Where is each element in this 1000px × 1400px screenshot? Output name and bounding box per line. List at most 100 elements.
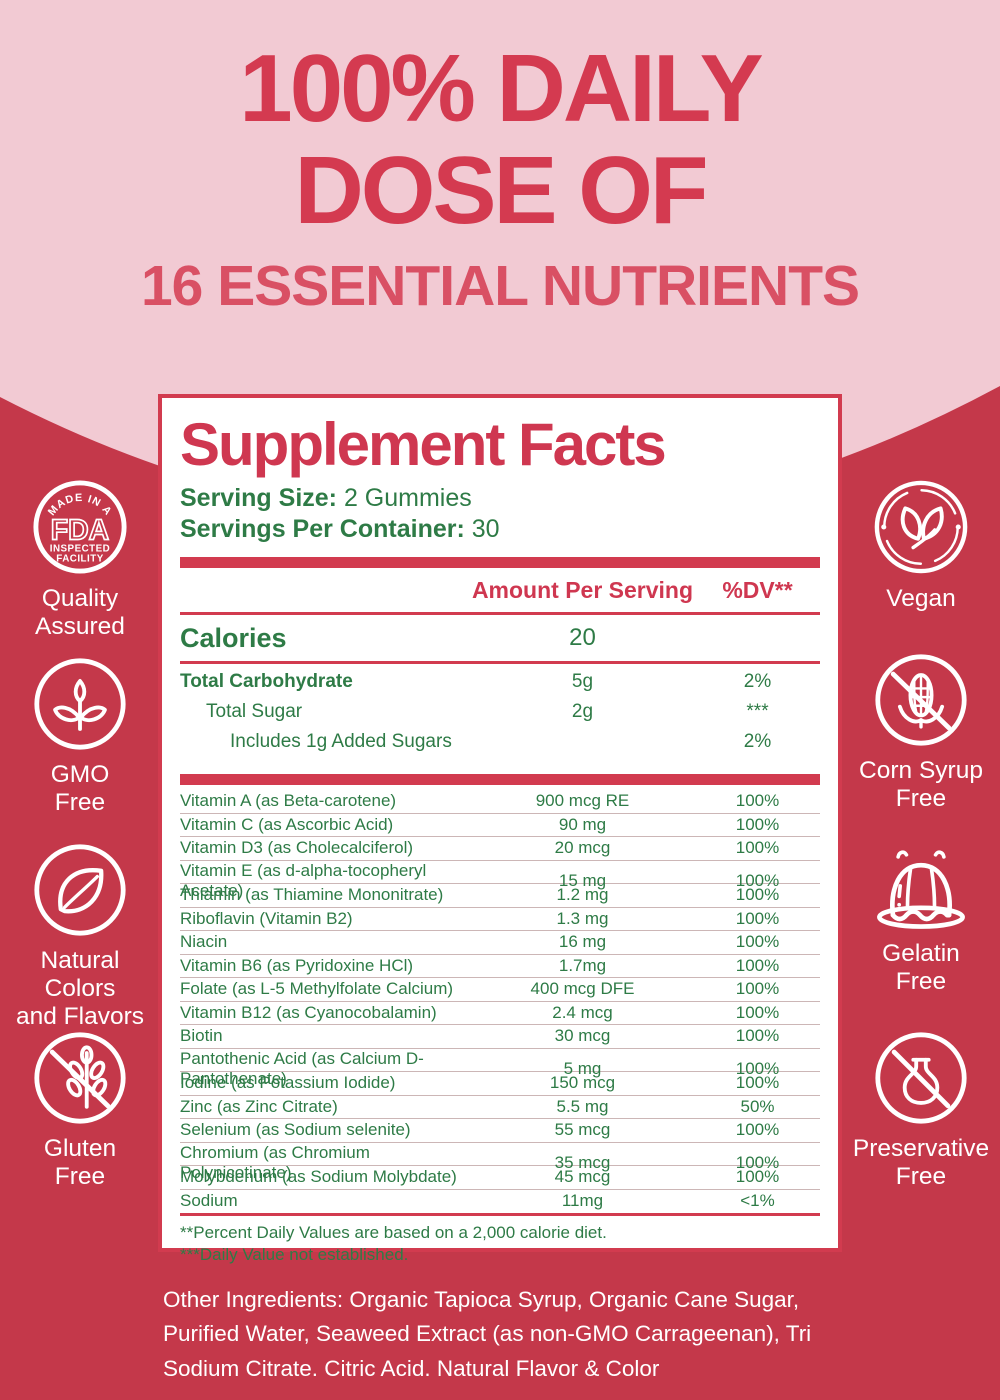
- hero-title-line1: 100% DAILY: [239, 35, 763, 142]
- calories-value: 20: [569, 624, 596, 652]
- nutrient-amount: 150 mcg: [549, 1073, 616, 1093]
- nutrient-name: Riboflavin (Vitamin B2): [180, 908, 353, 928]
- table-row: Molybdenum (as Sodium Molybdate) 45 mcg 10…: [180, 1166, 820, 1190]
- nutrient-amount: 2.4 mcg: [552, 1002, 613, 1022]
- nutrient-dv: 100%: [735, 1152, 780, 1172]
- badge-label: Vegan: [886, 585, 956, 612]
- calories-label: Calories: [180, 622, 287, 653]
- badge-label: Preservative Free: [852, 1135, 990, 1190]
- serving-size-line: Serving Size: 2 Gummies: [180, 483, 820, 514]
- jelly-icon: [869, 842, 973, 931]
- table-header-row: Amount Per Serving %DV**: [180, 568, 820, 612]
- divider-line: [180, 661, 820, 665]
- nutrient-name: Niacin: [180, 932, 228, 952]
- nutrient-name: Thiamin (as Thiamine Mononitrate): [180, 885, 444, 905]
- table-row: Vitamin B6 (as Pyridoxine HCl) 1.7mg 100%: [180, 955, 820, 979]
- svg-text:FACILITY: FACILITY: [56, 553, 103, 564]
- table-row: Includes 1g Added Sugars 2%: [180, 727, 820, 757]
- nutrient-dv: 50%: [740, 1096, 775, 1116]
- table-row: Biotin 30 mcg 100%: [180, 1025, 820, 1049]
- macro-rows: Total Carbohydrate 5g 2% Total Sugar 2g *** In…: [180, 664, 820, 762]
- badge-label: Natural Colors and Flavors: [15, 947, 144, 1030]
- nutrient-name: Iodine (as Potassium Iodide): [180, 1073, 396, 1093]
- wheat-slash-icon: [32, 1030, 128, 1126]
- nutrient-dv: 100%: [735, 791, 780, 811]
- table-row: Pantothenic Acid (as Calcium D-Pantothen…: [180, 1049, 820, 1088]
- nutrient-dv: 100%: [735, 870, 780, 890]
- nutrient-dv: 100%: [735, 1058, 780, 1078]
- nutrient-name: Sodium: [180, 1191, 238, 1211]
- nutrient-amount: 1.7mg: [558, 955, 607, 975]
- badge-natural-colors: Natural Colors and Flavors: [8, 842, 152, 1031]
- macro-dv: 2%: [743, 731, 772, 753]
- nutrient-name: Chromium (as Chromium Polynicotinate): [180, 1142, 370, 1182]
- nutrient-amount: 900 mcg RE: [535, 791, 630, 811]
- fda-badge-icon: MADE IN A FDA INSPECTED FACILITY: [31, 478, 129, 576]
- hero-title-line2: DOSE OF: [294, 136, 708, 244]
- macro-dv: 2%: [743, 671, 772, 693]
- svg-text:FDA: FDA: [51, 515, 109, 547]
- badge-gmo-free: GMO Free: [8, 656, 152, 817]
- nutrient-name: Zinc (as Zinc Citrate): [180, 1096, 338, 1116]
- badge-vegan: Vegan: [846, 478, 996, 613]
- nutrient-name: Vitamin B6 (as Pyridoxine HCl): [180, 955, 414, 975]
- table-row: Vitamin A (as Beta-carotene) 900 mcg RE 10…: [180, 790, 820, 814]
- divider-line: [180, 1213, 820, 1217]
- nutrient-dv: 100%: [735, 1120, 780, 1140]
- badge-gluten-free: Gluten Free: [8, 1030, 152, 1191]
- nutrient-amount: 30 mcg: [554, 1026, 611, 1046]
- sprout-icon: [32, 656, 128, 752]
- macro-dv: ***: [746, 701, 769, 723]
- nutrient-dv: 100%: [735, 814, 780, 834]
- table-row: Total Carbohydrate 5g 2%: [180, 667, 820, 697]
- nutrient-name: Vitamin C (as Ascorbic Acid): [180, 814, 394, 834]
- supplement-facts-panel: Supplement Facts Serving Size: 2 Gummies…: [158, 394, 842, 1264]
- serving-size-label: Serving Size:: [180, 484, 337, 513]
- nutrient-dv: 100%: [735, 979, 780, 999]
- nutrient-dv: 100%: [735, 955, 780, 975]
- divider-thick-bar: [180, 774, 820, 786]
- table-row: Vitamin C (as Ascorbic Acid) 90 mg 100%: [180, 814, 820, 838]
- table-row: Vitamin B12 (as Cyanocobalamin) 2.4 mcg 10…: [180, 1002, 820, 1026]
- nutrient-dv: 100%: [735, 932, 780, 952]
- nutrient-name: Selenium (as Sodium selenite): [180, 1120, 411, 1140]
- hero-headline: 100% DAILY DOSE OF 16 ESSENTIAL NUTRIENT…: [0, 38, 1000, 315]
- nutrient-dv: 100%: [735, 1002, 780, 1022]
- panel-title: Supplement Facts: [180, 411, 667, 478]
- badge-quality-assured: MADE IN A FDA INSPECTED FACILITY Quality…: [8, 478, 152, 641]
- macro-amount: 2g: [571, 701, 594, 723]
- footnote-not-established: ***Daily Value not established.: [180, 1245, 409, 1265]
- macro-amount: 5g: [571, 671, 594, 693]
- badge-preservative-free: Preservative Free: [846, 1030, 996, 1191]
- nutrient-amount: 55 mcg: [554, 1120, 611, 1140]
- nutrient-amount: 16 mg: [558, 932, 607, 952]
- macro-name: Total Carbohydrate: [180, 671, 353, 693]
- nutrient-dv: 100%: [735, 908, 780, 928]
- nutrient-name: Vitamin B12 (as Cyanocobalamin): [180, 1002, 437, 1022]
- table-row: Thiamin (as Thiamine Mononitrate) 1.2 mg 1…: [180, 884, 820, 908]
- nutrient-amount: 15 mg: [558, 870, 607, 890]
- nutrient-amount: 11mg: [561, 1191, 604, 1211]
- table-row: Vitamin E (as d-alpha-tocopheryl Acetate…: [180, 861, 820, 900]
- table-row: Riboflavin (Vitamin B2) 1.3 mg 100%: [180, 908, 820, 932]
- footnote-dv: **Percent Daily Values are based on a 2,…: [180, 1223, 607, 1243]
- nutrient-amount: 35 mcg: [554, 1152, 611, 1172]
- nutrient-dv: <1%: [740, 1191, 775, 1211]
- nutrient-name: Pantothenic Acid (as Calcium D-Pantothen…: [180, 1048, 424, 1088]
- serving-size-value: 2 Gummies: [343, 484, 472, 513]
- nutrient-name: Biotin: [180, 1026, 223, 1046]
- badge-gelatin-free: Gelatin Free: [846, 842, 996, 996]
- table-row: Selenium (as Sodium selenite) 55 mcg 100%: [180, 1119, 820, 1143]
- table-row: Sodium 11mg <1%: [180, 1190, 820, 1214]
- macro-name: Total Sugar: [206, 701, 303, 723]
- flask-slash-icon: [873, 1030, 969, 1126]
- badge-label: Quality Assured: [35, 585, 125, 640]
- nutrient-amount: 1.2 mg: [556, 885, 609, 905]
- divider-thick-bar: [180, 557, 820, 569]
- serving-info: Serving Size: 2 Gummies Servings Per Con…: [180, 483, 820, 545]
- nutrient-amount: 5.5 mg: [556, 1096, 609, 1116]
- servings-per-container-line: Servings Per Container: 30: [180, 514, 820, 545]
- nutrient-name: Folate (as L-5 Methylfolate Calcium): [180, 979, 454, 999]
- nutrient-amount: 90 mg: [558, 814, 607, 834]
